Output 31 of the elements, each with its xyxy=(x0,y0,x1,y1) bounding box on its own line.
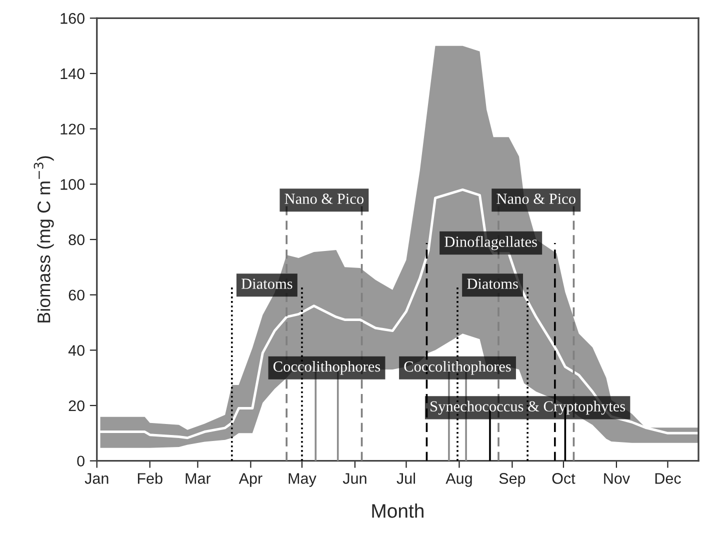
y-tick-label: 80 xyxy=(68,234,84,246)
ref-line-label: Nano & Pico xyxy=(496,194,576,204)
ref-line-label: Coccolithophores xyxy=(273,360,380,375)
x-tick-label: Sep xyxy=(499,473,526,487)
x-tick-label: Mar xyxy=(186,473,211,484)
ref-line-label: Synechococcus & Cryptophytes xyxy=(430,400,626,415)
x-tick-label: Nov xyxy=(604,473,630,484)
x-tick-label: Oct xyxy=(552,473,576,484)
ref-line-label: Diatoms xyxy=(467,278,518,289)
x-tick-label: Jun xyxy=(342,473,366,484)
ref-line-label: Coccolithophores xyxy=(404,360,511,375)
x-tick-label: Apr xyxy=(238,473,262,487)
y-tick-label: 160 xyxy=(60,13,84,24)
x-tick-label: Jul xyxy=(396,472,415,484)
x-tick-label: Dec xyxy=(655,473,681,484)
ref-line-label: Nano & Pico xyxy=(284,194,364,204)
y-tick-label: 20 xyxy=(68,400,84,412)
x-tick-label: Feb xyxy=(138,472,162,484)
x-tick-label: May xyxy=(288,473,316,487)
y-axis-title: Biomass (mg C m$^{−3}$) xyxy=(34,156,54,322)
y-tick-label: 0 xyxy=(77,456,84,467)
ref-line-label: Dinoflagellates xyxy=(444,236,537,250)
ref-line-label: Diatoms xyxy=(241,278,292,289)
x-tick-label: Aug xyxy=(446,473,472,487)
y-tick-label: 40 xyxy=(68,345,84,356)
y-tick-label: 100 xyxy=(60,179,84,190)
y-tick-label: 120 xyxy=(60,124,84,135)
x-axis-title: Month xyxy=(372,504,424,518)
x-tick-label: Jan xyxy=(84,473,108,484)
y-tick-label: 60 xyxy=(68,290,84,301)
y-tick-label: 140 xyxy=(60,68,84,80)
